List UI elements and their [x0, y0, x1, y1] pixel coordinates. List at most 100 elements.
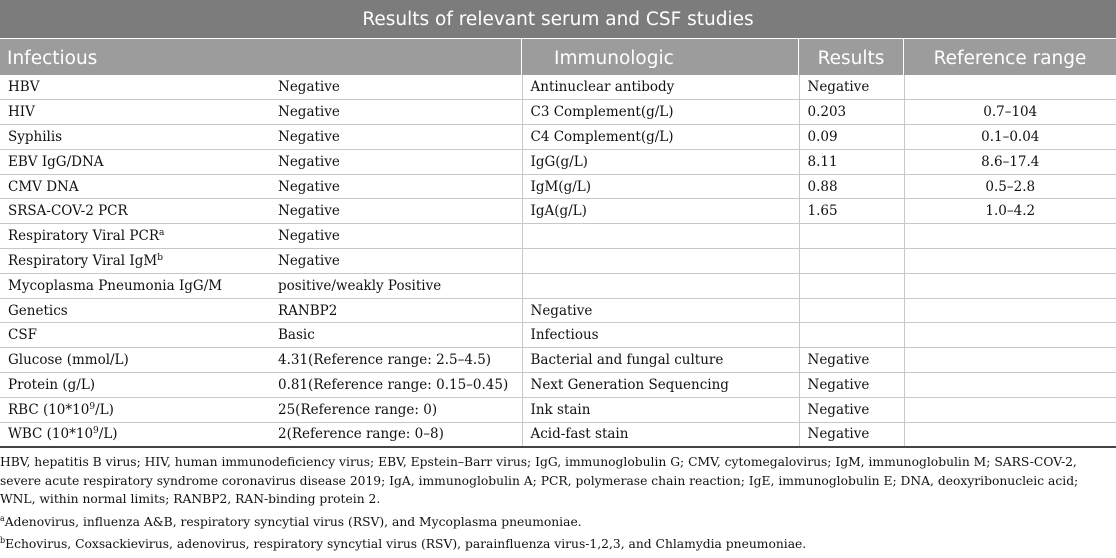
cell-infectious-test: RBC (10*109/L)	[0, 397, 270, 423]
cell-reference-range	[904, 372, 1116, 398]
infectious-test-label: HBV	[8, 79, 40, 96]
cell-reference-range	[904, 273, 1116, 299]
table-row: CSF Basic Infectious	[0, 322, 1116, 349]
cell-reference-range	[904, 422, 1116, 448]
header-infectious: Infectious	[7, 48, 98, 69]
cell-infectious-result: Negative	[270, 223, 523, 250]
cell-infectious-test: HIV	[0, 99, 270, 126]
infectious-test-label: WBC (10*10	[8, 426, 94, 443]
results-table: HBV Negative Antinuclear antibody Negative H…	[0, 75, 1116, 448]
cell-result-value: 0.203	[799, 99, 905, 126]
infectious-test-label: Genetics	[8, 302, 68, 319]
cell-infectious-test: Protein (g/L)	[0, 372, 270, 398]
infectious-test-label: HIV	[8, 104, 35, 121]
infectious-test-label: Mycoplasma Pneumonia IgG/M	[8, 277, 223, 294]
infectious-test-label: Respiratory Viral IgM	[8, 252, 158, 269]
cell-infectious-result: positive/weakly Positive	[270, 273, 523, 299]
cell-reference-range: 0.5–2.8	[904, 174, 1116, 200]
cell-infectious-test: CMV DNA	[0, 174, 270, 200]
cell-reference-range: 0.1–0.04	[904, 124, 1116, 150]
table-row: CMV DNA Negative IgM(g/L) 0.88 0.5–2.8	[0, 174, 1116, 200]
cell-reference-range: 1.0–4.2	[904, 198, 1116, 225]
cell-result-value	[799, 223, 905, 250]
cell-infectious-test: Glucose (mmol/L)	[0, 347, 270, 374]
cell-result-value: 0.09	[799, 124, 905, 150]
table-row: SRSA-COV-2 PCR Negative IgA(g/L) 1.65 1.0–4.…	[0, 198, 1116, 225]
cell-infectious-result: Basic	[270, 322, 523, 349]
unit-exponent: 9	[89, 401, 96, 412]
cell-infectious-test: Respiratory Viral PCRa	[0, 223, 270, 250]
cell-immunologic-test: Antinuclear antibody	[522, 75, 800, 101]
cell-infectious-result: 2(Reference range: 0–8)	[270, 422, 523, 448]
cell-result-value: Negative	[799, 347, 905, 374]
infectious-test-label: Syphilis	[8, 128, 63, 145]
cell-infectious-test: Syphilis	[0, 124, 270, 150]
cell-reference-range	[904, 347, 1116, 374]
footnote-marker: b	[157, 252, 163, 263]
cell-infectious-result: Negative	[270, 99, 523, 126]
cell-immunologic-test: Bacterial and fungal culture	[522, 347, 800, 374]
infectious-test-label: Protein (g/L)	[8, 376, 96, 393]
cell-result-value: 0.88	[799, 174, 905, 200]
table-row: Glucose (mmol/L) 4.31(Reference range: 2.…	[0, 347, 1116, 374]
table-row: Genetics RANBP2 Negative	[0, 298, 1116, 324]
infectious-test-label: EBV IgG/DNA	[8, 153, 104, 170]
unit-exponent: 9	[93, 426, 99, 437]
cell-reference-range	[904, 397, 1116, 423]
infectious-test-label: SRSA-COV-2 PCR	[8, 203, 128, 220]
infectious-test-label: CMV DNA	[8, 178, 79, 195]
cell-reference-range: 8.6–17.4	[904, 149, 1116, 175]
cell-infectious-result: Negative	[270, 75, 523, 101]
cell-reference-range	[904, 298, 1116, 324]
cell-infectious-result: RANBP2	[270, 298, 523, 324]
cell-infectious-result: Negative	[270, 149, 523, 175]
cell-infectious-result: 0.81(Reference range: 0.15–0.45)	[270, 372, 523, 398]
unit-tail: /L)	[95, 401, 114, 418]
footnotes: HBV, hepatitis B virus; HIV, human immun…	[0, 453, 1114, 558]
cell-immunologic-test: IgA(g/L)	[522, 198, 800, 225]
header-immunologic: Immunologic	[554, 48, 674, 69]
cell-infectious-result: Negative	[270, 124, 523, 150]
cell-immunologic-test: Ink stain	[522, 397, 800, 423]
cell-infectious-result: Negative	[270, 248, 523, 274]
table-title: Results of relevant serum and CSF studie…	[0, 0, 1116, 38]
infectious-test-label: Respiratory Viral PCR	[8, 228, 159, 245]
cell-infectious-test: HBV	[0, 75, 270, 101]
cell-immunologic-test: Negative	[522, 298, 800, 324]
cell-reference-range	[904, 322, 1116, 349]
cell-result-value	[799, 298, 905, 324]
cell-infectious-test: EBV IgG/DNA	[0, 149, 270, 175]
footnote-marker: a	[159, 228, 165, 239]
cell-immunologic-test: Next Generation Sequencing	[522, 372, 800, 398]
cell-immunologic-test: Acid-fast stain	[522, 422, 800, 448]
cell-infectious-result: Negative	[270, 198, 523, 225]
cell-result-value: Negative	[799, 422, 905, 448]
footnote-a-text: Adenovirus, influenza A&B, respiratory s…	[4, 514, 582, 529]
footnote-abbreviations: HBV, hepatitis B virus; HIV, human immun…	[0, 455, 1079, 507]
cell-immunologic-test: Infectious	[522, 322, 800, 349]
table-row: Syphilis Negative C4 Complement(g/L) 0.09 0.…	[0, 124, 1116, 150]
cell-result-value: 8.11	[799, 149, 905, 175]
footnote-b: bEchovirus, Coxsackievirus, adenovirus, …	[0, 535, 1114, 554]
footnote-a-marker: a	[0, 513, 5, 523]
unit-tail: /L)	[98, 426, 118, 443]
table-row: HIV Negative C3 Complement(g/L) 0.203 0.7–10…	[0, 99, 1116, 126]
header-results: Results	[817, 48, 885, 69]
cell-immunologic-test: C4 Complement(g/L)	[522, 124, 800, 150]
infectious-test-label: Glucose (mmol/L)	[8, 352, 129, 369]
cell-reference-range	[904, 75, 1116, 101]
table-row: Mycoplasma Pneumonia IgG/M positive/weakl…	[0, 273, 1116, 299]
cell-reference-range	[904, 223, 1116, 250]
cell-result-value	[799, 248, 905, 274]
cell-immunologic-test	[522, 223, 800, 250]
cell-infectious-result: 25(Reference range: 0)	[270, 397, 523, 423]
cell-result-value	[799, 322, 905, 349]
cell-infectious-test: WBC (10*109/L)	[0, 422, 270, 448]
footnote-a: aAdenovirus, influenza A&B, respiratory …	[0, 513, 1114, 532]
table-row: Respiratory Viral PCRa Negative	[0, 223, 1116, 250]
table-header-row: Infectious Immunologic Results Reference…	[0, 39, 1116, 75]
cell-immunologic-test: IgM(g/L)	[522, 174, 800, 200]
cell-result-value: Negative	[799, 372, 905, 398]
table-row: HBV Negative Antinuclear antibody Negative	[0, 75, 1116, 101]
infectious-test-label: CSF	[8, 327, 37, 344]
